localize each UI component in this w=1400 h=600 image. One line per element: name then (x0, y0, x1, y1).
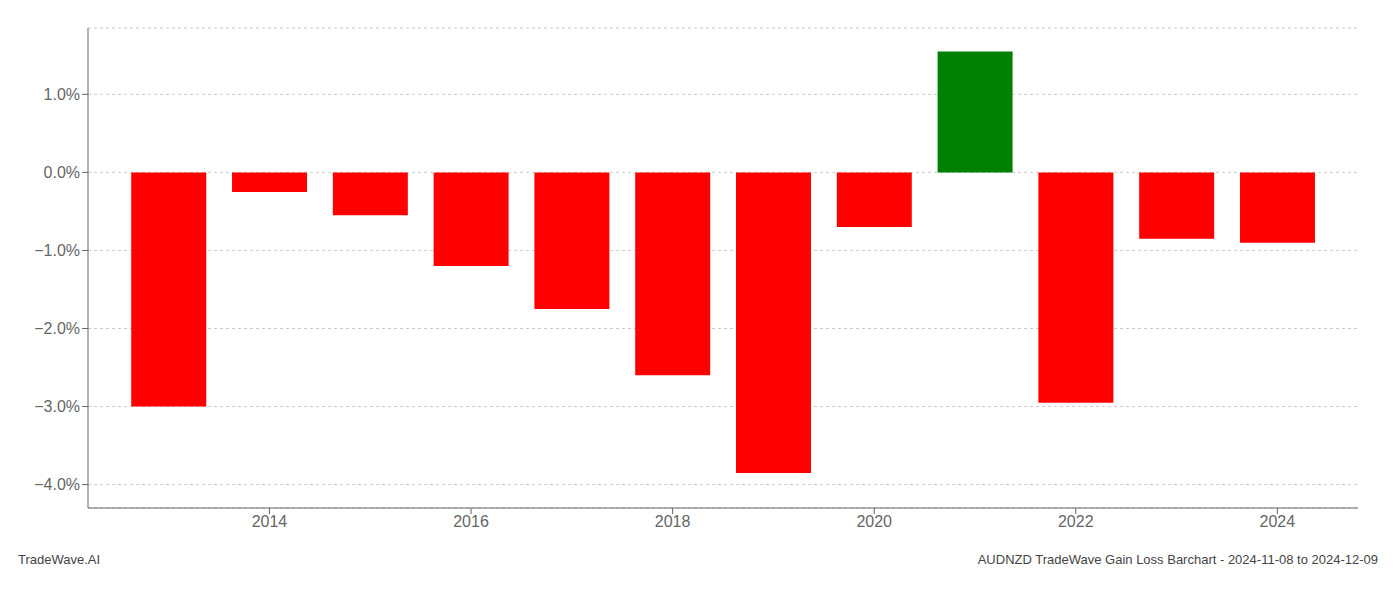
svg-text:2014: 2014 (252, 513, 288, 530)
svg-text:2018: 2018 (655, 513, 691, 530)
svg-text:−2.0%: −2.0% (34, 320, 80, 337)
svg-text:−4.0%: −4.0% (34, 476, 80, 493)
html-text:TradeWave.AI: TradeWave.AI (18, 552, 101, 567)
svg-text:2022: 2022 (1058, 513, 1094, 530)
svg-text:−3.0%: −3.0% (34, 398, 80, 415)
svg-text:2024: 2024 (1260, 513, 1296, 530)
svg-text:2020: 2020 (856, 513, 892, 530)
html-text:AUDNZD TradeWave Gain Loss Bar: AUDNZD TradeWave Gain Loss Barchart - 20… (977, 552, 1378, 567)
svg-text:0.0%: 0.0% (44, 164, 80, 181)
svg-text:2016: 2016 (453, 513, 489, 530)
svg-text:−1.0%: −1.0% (34, 242, 80, 259)
svg-text:1.0%: 1.0% (44, 86, 80, 103)
